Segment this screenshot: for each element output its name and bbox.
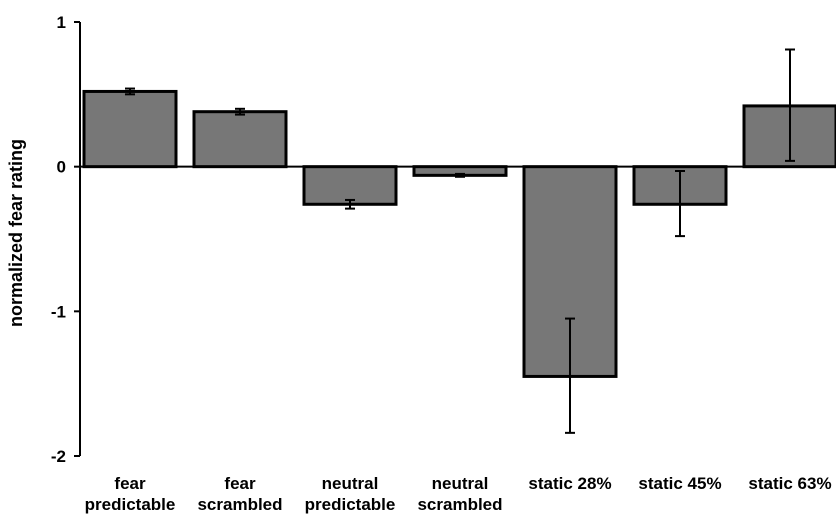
category-label: fear predictable: [85, 474, 176, 514]
category-label: neutral scrambled: [417, 474, 502, 514]
error-bars: [125, 48, 795, 434]
x-axis-labels: fear predictable fear scrambled neutral predi…: [85, 474, 832, 514]
category-label: neutral predictable: [305, 474, 396, 514]
bar: [192, 110, 288, 169]
y-tick-label: 0: [57, 158, 66, 177]
y-tick-label: -2: [51, 447, 66, 466]
error-bar: [455, 172, 465, 178]
bar: [82, 89, 178, 169]
y-axis-title-group: normalized fear rating: [6, 139, 26, 327]
error-bar: [565, 317, 575, 434]
category-label: static 28%: [528, 474, 611, 493]
y-axis: 1 0 -1 -2: [51, 13, 81, 466]
category-label: static 63%: [748, 474, 831, 493]
y-axis-title: normalized fear rating: [6, 139, 26, 327]
bars: [82, 89, 836, 378]
category-label: static 45%: [638, 474, 721, 493]
error-bar: [675, 170, 685, 238]
error-bar: [785, 48, 795, 162]
y-tick-label: 1: [57, 13, 66, 32]
error-bar: [345, 198, 355, 210]
bar: [302, 165, 398, 206]
category-label: fear scrambled: [197, 474, 282, 514]
error-bar: [235, 107, 245, 116]
error-bar: [125, 87, 135, 96]
y-tick-label: -1: [51, 302, 66, 321]
